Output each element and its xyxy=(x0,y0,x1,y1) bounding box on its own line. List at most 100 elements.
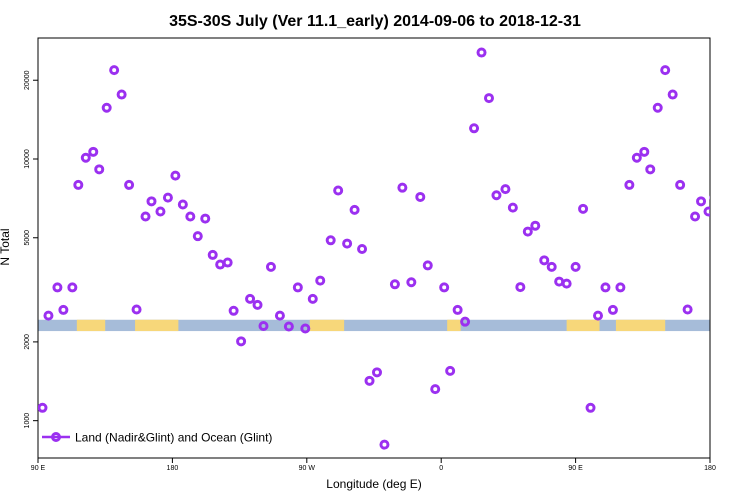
x-tick-label: 90 E xyxy=(31,465,46,472)
data-point xyxy=(94,164,105,175)
data-point xyxy=(300,323,311,334)
x-axis: 90 E 180 90 W 0 90 E 180 xyxy=(31,458,716,472)
data-point xyxy=(607,304,618,315)
data-point xyxy=(155,206,166,217)
data-point xyxy=(43,310,54,321)
data-point xyxy=(185,211,196,222)
data-point xyxy=(265,261,276,272)
data-point xyxy=(245,293,256,304)
data-point xyxy=(682,304,693,315)
data-point xyxy=(333,185,344,196)
data-point xyxy=(162,192,173,203)
land-segment xyxy=(566,319,600,332)
data-point xyxy=(570,261,581,272)
data-point xyxy=(342,238,353,249)
data-point xyxy=(73,179,84,190)
data-point xyxy=(439,282,450,293)
land-segment xyxy=(615,319,666,332)
y-tick-label: 5000 xyxy=(24,230,31,246)
data-point xyxy=(675,179,686,190)
surface-band xyxy=(38,319,710,332)
data-point xyxy=(522,226,533,237)
data-point xyxy=(131,304,142,315)
data-point xyxy=(228,305,239,316)
data-point xyxy=(469,123,480,134)
data-point xyxy=(515,282,526,293)
data-point xyxy=(645,164,656,175)
chart-title: 35S-30S July (Ver 11.1_early) 2014-09-06… xyxy=(169,13,581,30)
data-point xyxy=(101,102,112,113)
data-point xyxy=(585,402,596,413)
data-point xyxy=(561,278,572,289)
data-point xyxy=(52,282,63,293)
data-point xyxy=(430,384,441,395)
data-point xyxy=(389,279,400,290)
data-point xyxy=(690,211,701,222)
data-point xyxy=(283,321,294,332)
y-tick-label: 2000 xyxy=(24,334,31,350)
data-point xyxy=(325,235,336,246)
data-point xyxy=(546,261,557,272)
ocean-band xyxy=(38,319,710,332)
data-point xyxy=(460,316,471,327)
data-point xyxy=(140,211,151,222)
data-point xyxy=(491,190,502,201)
y-tick-label: 1000 xyxy=(24,413,31,429)
data-point xyxy=(652,102,663,113)
data-point xyxy=(292,282,303,293)
x-tick-label: 180 xyxy=(704,465,716,472)
data-point xyxy=(500,184,511,195)
data-point xyxy=(177,199,188,210)
data-point xyxy=(88,146,99,157)
legend-marker xyxy=(51,432,61,442)
data-point xyxy=(252,299,263,310)
data-point xyxy=(452,304,463,315)
legend: Land (Nadir&Glint) and Ocean (Glint) xyxy=(42,431,272,445)
data-point xyxy=(445,365,456,376)
data-point xyxy=(258,321,269,332)
data-point xyxy=(703,206,710,217)
data-point xyxy=(80,152,91,163)
data-point xyxy=(379,439,390,450)
data-point xyxy=(146,196,157,207)
y-tick-label: 20000 xyxy=(24,70,31,90)
data-point xyxy=(371,367,382,378)
x-tick-label: 0 xyxy=(439,465,443,472)
data-point xyxy=(615,282,626,293)
data-point xyxy=(554,276,565,287)
data-point xyxy=(397,182,408,193)
plot-frame xyxy=(37,37,711,459)
data-point xyxy=(200,213,211,224)
data-point xyxy=(215,259,226,270)
data-point xyxy=(315,275,326,286)
data-point xyxy=(476,47,487,58)
data-point xyxy=(38,402,48,413)
data-point xyxy=(58,304,69,315)
data-point xyxy=(207,249,218,260)
data-point xyxy=(422,260,433,271)
data-point xyxy=(192,231,203,242)
data-point xyxy=(624,179,635,190)
data-point xyxy=(349,204,360,215)
data-point xyxy=(530,220,541,231)
data-point xyxy=(709,195,710,200)
x-tick-label: 90 W xyxy=(299,465,316,472)
x-tick-label: 180 xyxy=(167,465,179,472)
data-point xyxy=(639,146,650,157)
data-point xyxy=(364,375,375,386)
y-tick-label: 10000 xyxy=(24,149,31,169)
data-point xyxy=(406,277,417,288)
data-point xyxy=(307,293,318,304)
data-point xyxy=(222,257,233,268)
land-segment xyxy=(76,319,106,332)
data-point xyxy=(631,152,642,163)
data-point xyxy=(483,93,494,104)
land-segment xyxy=(447,319,461,332)
data-point xyxy=(357,243,368,254)
data-point xyxy=(578,203,589,214)
x-axis-label: Longitude (deg E) xyxy=(326,477,421,491)
legend-label: Land (Nadir&Glint) and Ocean (Glint) xyxy=(75,431,272,445)
data-point xyxy=(539,255,550,266)
data-points xyxy=(38,47,710,450)
